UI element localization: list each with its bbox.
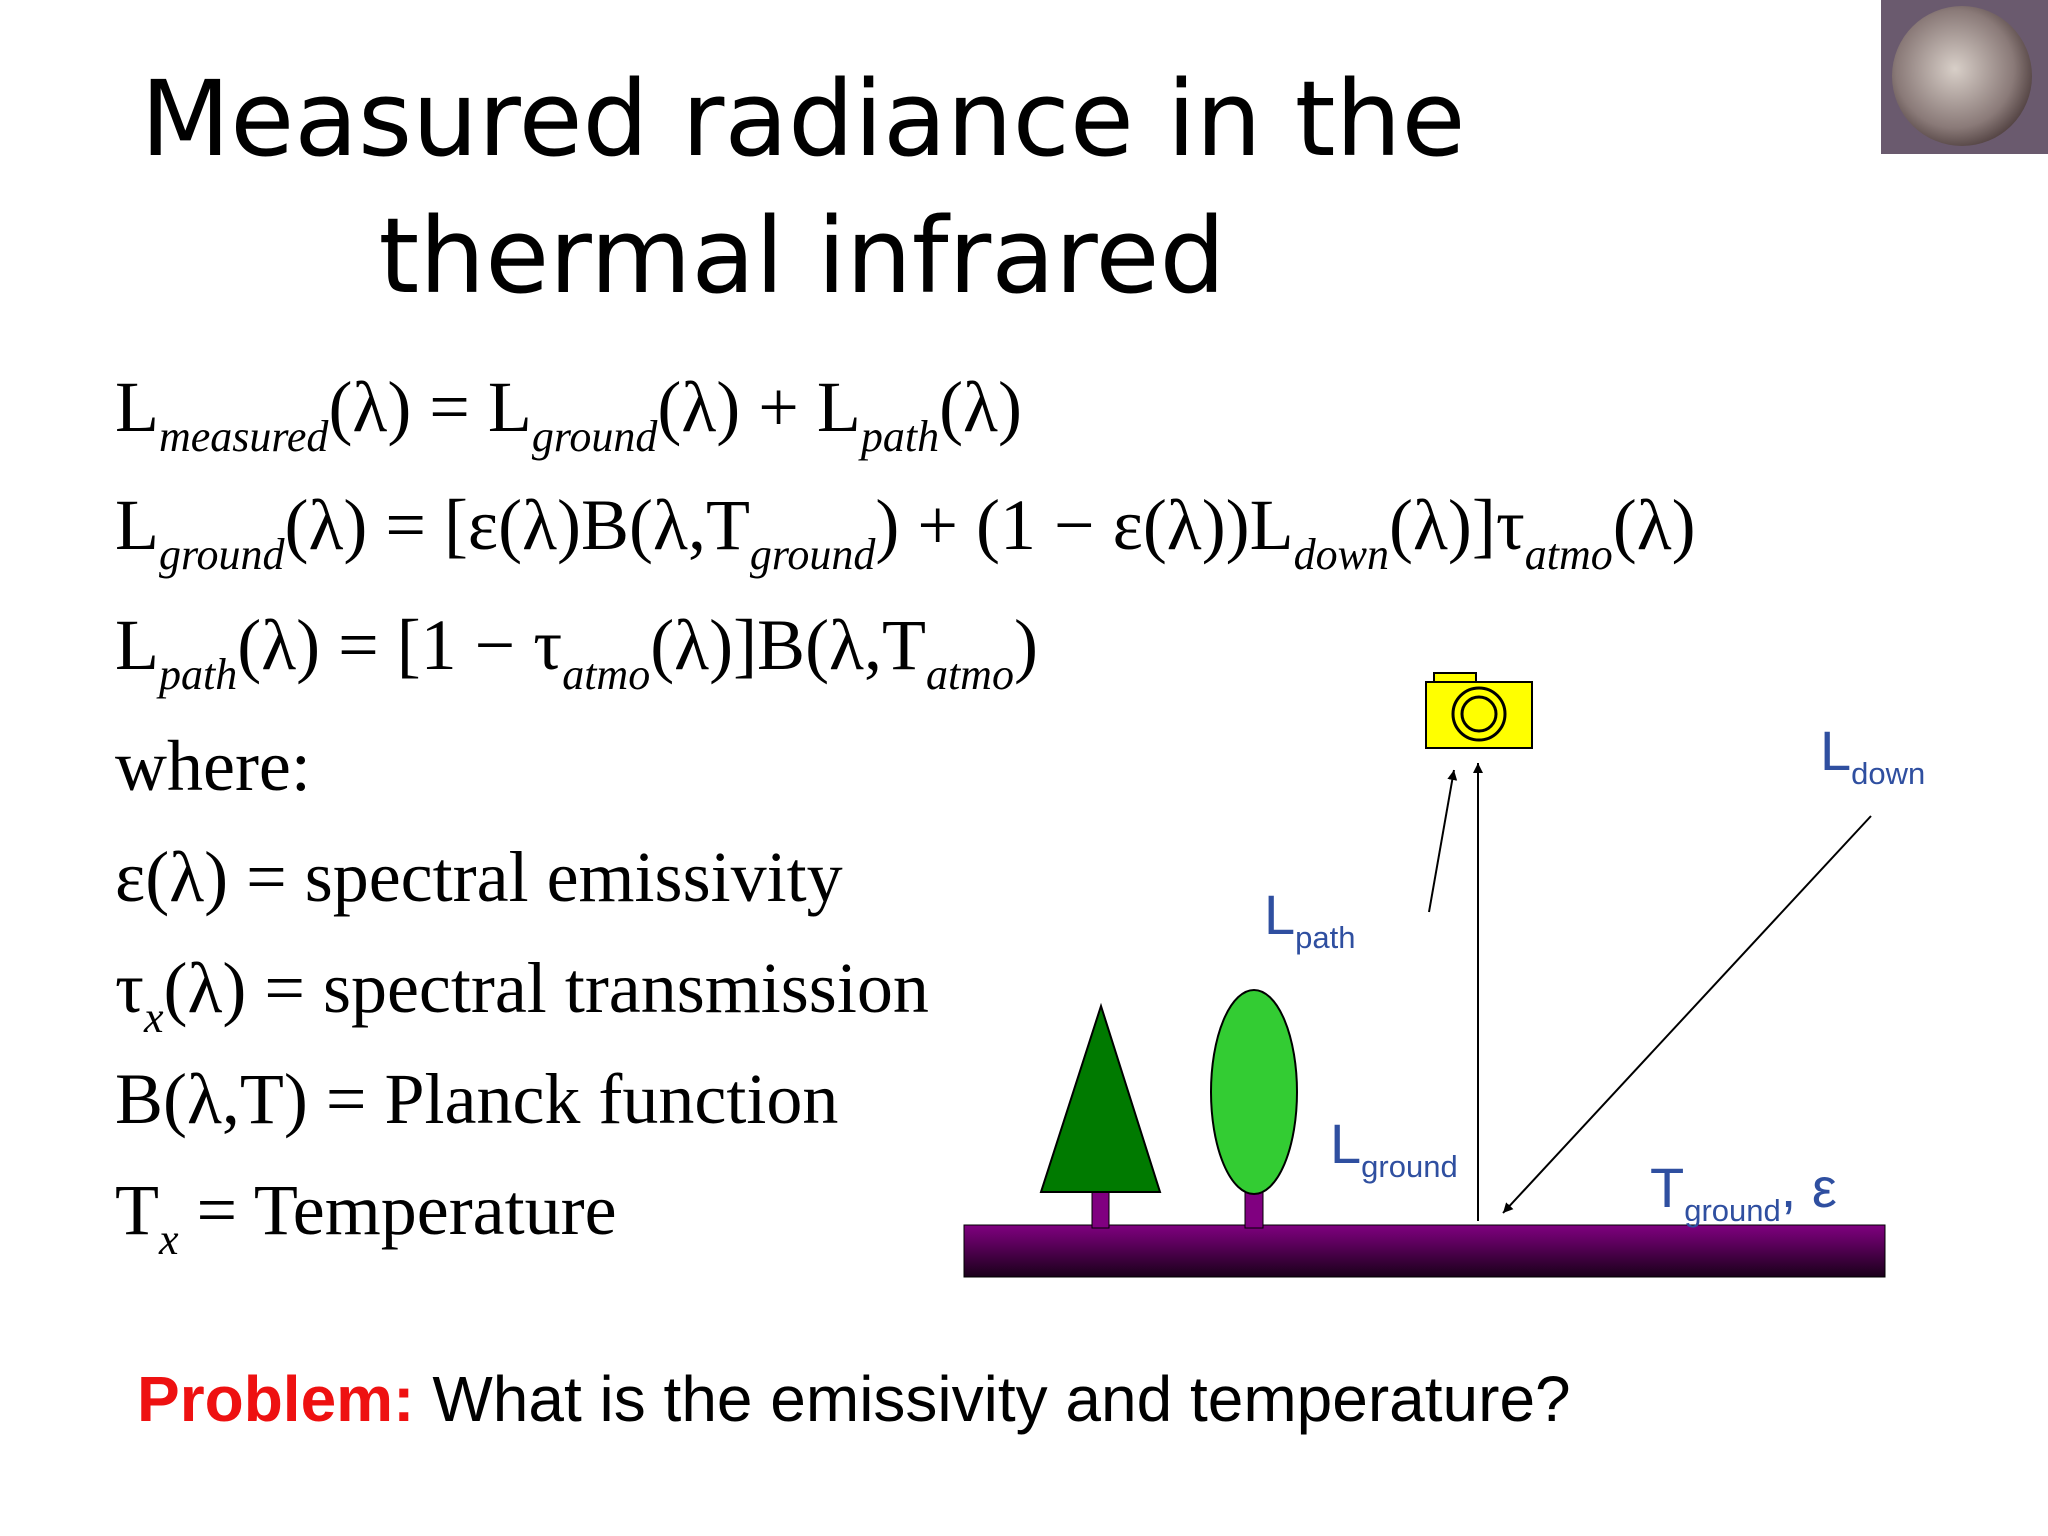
subscript: path	[858, 412, 939, 461]
text-line: Lground(λ) = [ε(λ)B(λ,Tground) + (1 − ε(…	[115, 485, 1696, 579]
subscript: ground	[750, 530, 876, 579]
text-run: (λ)	[1613, 485, 1696, 565]
subscript: ground	[159, 530, 285, 579]
problem: Problem: What is the emissivity and tempe…	[137, 1363, 1571, 1435]
text-run: T	[115, 1170, 159, 1250]
subscript: x	[143, 993, 164, 1042]
subscript: atmo	[926, 650, 1014, 699]
problem-text: What is the emissivity and temperature?	[432, 1363, 1570, 1435]
text-run: τ	[115, 948, 144, 1028]
text-line: Lpath(λ) = [1 − τatmo(λ)]B(λ,Tatmo)	[115, 605, 1038, 699]
text-line: Tground, ε	[1650, 1156, 1837, 1228]
text-run: ) + (1 − ε(λ))L	[875, 485, 1293, 565]
text-line: Lmeasured(λ) = Lground(λ) + Lpath(λ)	[115, 367, 1022, 461]
tree	[1039, 1002, 1162, 1193]
title-line: Measured radiance in the	[141, 58, 1466, 180]
coin	[1892, 6, 2032, 146]
subscript: measured	[159, 412, 329, 461]
text-run: (λ)]τ	[1389, 485, 1525, 565]
title-line: thermal infrared	[379, 195, 1226, 317]
camera-lens	[1460, 695, 1498, 733]
subscript: ground	[532, 412, 658, 461]
text-run: (λ) = [1 − τ	[237, 605, 562, 685]
text-run: , ε	[1781, 1156, 1837, 1219]
text-line: ε(λ) = spectral emissivity	[115, 837, 843, 917]
subscript: ground	[1361, 1149, 1458, 1184]
arrow	[1502, 815, 1872, 1214]
tree-trunk	[1091, 1189, 1110, 1229]
subscript: atmo	[562, 650, 650, 699]
subscript: x	[158, 1215, 179, 1264]
camera-lens	[1451, 686, 1507, 742]
text-run: (λ)]B(λ,T	[650, 605, 926, 685]
subscript: down	[1851, 756, 1925, 791]
text-run: (λ)	[939, 367, 1022, 447]
text-run: L	[115, 485, 159, 565]
equations: Lmeasured(λ) = Lground(λ) + Lpath(λ)Lgro…	[115, 367, 1696, 1264]
text-line: Lground	[1330, 1112, 1458, 1184]
text-run: (λ) + L	[657, 367, 860, 447]
text-run: L	[115, 605, 159, 685]
text-line: B(λ,T) = Planck function	[115, 1059, 838, 1139]
text-line: Lpath	[1264, 883, 1356, 955]
arrow	[1428, 769, 1458, 913]
subscript: path	[1295, 920, 1355, 955]
camera	[1425, 681, 1533, 749]
text-run: L	[1264, 883, 1295, 946]
subscript: path	[156, 650, 237, 699]
problem-label: Problem:	[137, 1363, 414, 1435]
text-run: )	[1014, 605, 1038, 685]
text-run: L	[115, 367, 159, 447]
text-run: L	[1820, 719, 1851, 782]
text-line: Tx = Temperature	[115, 1170, 617, 1264]
text-run: T	[1650, 1156, 1684, 1219]
subscript: down	[1294, 530, 1389, 579]
text-line: where:	[115, 726, 311, 806]
ground	[963, 1224, 1886, 1278]
text-run: ε(λ) = spectral emissivity	[115, 837, 843, 917]
tree-trunk	[1244, 1189, 1264, 1229]
subscript: atmo	[1525, 530, 1613, 579]
text-run: (λ) = [ε(λ)B(λ,T	[284, 485, 749, 565]
text-line: τx(λ) = spectral transmission	[115, 948, 929, 1042]
text-run: L	[1330, 1112, 1361, 1175]
text-run: where:	[115, 726, 311, 806]
subscript: ground	[1684, 1193, 1781, 1228]
tree	[1210, 989, 1298, 1195]
text-run: B(λ,T) = Planck function	[115, 1059, 838, 1139]
text-run: (λ) = spectral transmission	[163, 948, 928, 1028]
text-run: = Temperature	[179, 1170, 617, 1250]
text-run: (λ) = L	[328, 367, 531, 447]
text-line: Ldown	[1820, 719, 1925, 791]
